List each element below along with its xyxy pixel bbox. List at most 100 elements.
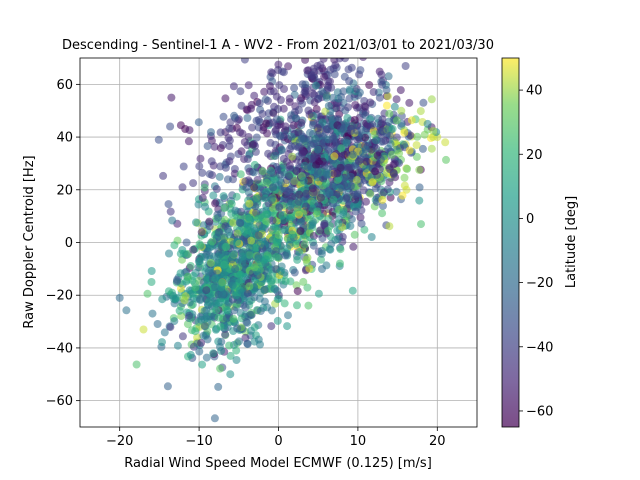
data-point [243, 229, 251, 238]
data-point [223, 305, 232, 314]
data-point [225, 124, 234, 133]
data-point [214, 313, 223, 322]
data-point [273, 316, 282, 325]
data-point [182, 238, 191, 247]
data-point [216, 322, 225, 331]
data-point [348, 122, 357, 130]
data-point [379, 137, 388, 146]
colorbar-frame [501, 57, 520, 428]
data-point [183, 272, 192, 281]
data-point [285, 240, 294, 249]
data-point [272, 125, 280, 134]
data-point [293, 301, 301, 310]
data-point [276, 132, 285, 141]
data-point [148, 309, 157, 318]
y-tick-label: 20 [56, 183, 73, 198]
data-point [355, 88, 364, 97]
data-point [324, 83, 332, 92]
data-point [175, 306, 184, 315]
data-point [227, 199, 236, 208]
y-tick-label: 40 [56, 131, 73, 146]
data-point [345, 77, 354, 85]
data-point [395, 149, 404, 158]
data-point [285, 215, 294, 224]
data-point [185, 311, 194, 320]
data-point [417, 220, 425, 229]
data-point [407, 116, 416, 125]
data-point [244, 81, 253, 90]
data-point [245, 243, 254, 252]
data-point [400, 173, 409, 182]
data-point [210, 142, 219, 151]
data-point [295, 248, 304, 257]
data-point [362, 164, 370, 173]
data-point [378, 195, 387, 204]
data-point [205, 222, 214, 231]
data-point [352, 175, 361, 184]
data-point [233, 324, 242, 333]
data-point [242, 183, 251, 192]
data-point [378, 115, 387, 124]
data-point [122, 306, 131, 315]
data-point [367, 233, 376, 241]
data-point [375, 93, 384, 102]
data-point [166, 122, 175, 131]
x-tick-label: 10 [350, 434, 367, 449]
data-point [383, 92, 392, 101]
data-point [334, 219, 343, 228]
data-point [215, 172, 224, 181]
data-point [298, 80, 307, 89]
data-point [373, 29, 381, 37]
data-point [296, 227, 305, 236]
data-point [189, 245, 198, 254]
data-point [329, 195, 338, 204]
data-point [254, 335, 263, 344]
data-point [377, 177, 386, 186]
data-point [284, 62, 293, 71]
data-point [427, 144, 436, 153]
data-point [371, 184, 380, 193]
data-point [170, 317, 179, 326]
data-point [329, 134, 338, 143]
data-point [343, 136, 352, 145]
data-point [228, 281, 237, 290]
data-point [348, 286, 357, 295]
data-point [357, 219, 366, 228]
data-point [345, 94, 354, 103]
data-point [211, 199, 220, 208]
data-point [272, 115, 281, 124]
data-point [262, 217, 271, 226]
data-point [248, 140, 257, 149]
data-point [246, 310, 255, 319]
data-point [300, 240, 309, 249]
data-point [372, 136, 380, 145]
data-point [230, 169, 239, 178]
data-point [250, 224, 258, 233]
data-point [291, 114, 300, 123]
data-point [276, 96, 285, 104]
data-point [270, 175, 279, 184]
data-point [165, 249, 173, 258]
data-point [365, 81, 374, 89]
data-point [207, 157, 216, 166]
data-point [385, 109, 394, 118]
data-point [287, 199, 296, 208]
data-point [225, 157, 234, 166]
data-point [204, 267, 213, 276]
data-point [275, 81, 284, 90]
data-point [258, 167, 267, 176]
data-point [210, 283, 219, 292]
data-point [245, 213, 254, 222]
data-point [160, 328, 169, 337]
data-point [296, 217, 305, 226]
data-point [309, 241, 318, 250]
data-point [379, 127, 388, 136]
data-point [261, 194, 270, 203]
data-point [355, 157, 363, 166]
data-point [207, 128, 215, 137]
y-tick-label: −20 [46, 289, 73, 304]
data-point [212, 185, 221, 193]
data-point [293, 255, 302, 264]
data-point [211, 274, 220, 283]
data-point [243, 114, 252, 122]
